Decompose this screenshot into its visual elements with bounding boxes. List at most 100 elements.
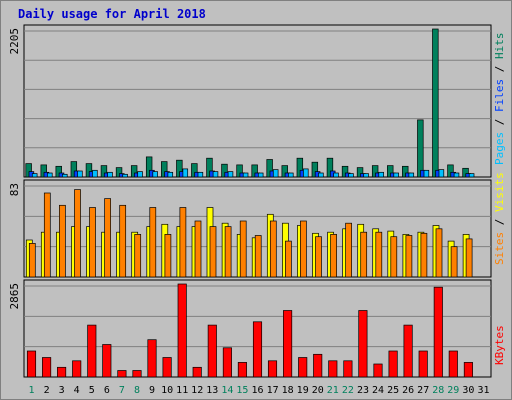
bar-pages-23 <box>363 173 369 178</box>
day-label-7: 7 <box>119 385 125 396</box>
bar-pages-29 <box>453 172 460 178</box>
bar-sites-24 <box>375 231 383 278</box>
bar-sites-11 <box>179 207 187 278</box>
legend-word: KBytes <box>493 325 506 365</box>
bar-sites-4 <box>74 189 81 278</box>
day-label-27: 27 <box>417 385 429 396</box>
bar-kbytes-20 <box>313 353 323 378</box>
legend-kbytes: KBytes <box>493 325 506 365</box>
bar-hits-7 <box>115 167 123 178</box>
bar-sites-23 <box>360 231 368 278</box>
bar-kbytes-9 <box>147 339 157 378</box>
y-max-label: 83 <box>8 183 21 196</box>
bar-sites-21 <box>330 234 337 278</box>
legend-word: / <box>493 59 506 79</box>
bar-pages-22 <box>348 173 354 178</box>
legend-visits-sites: Sites / Visits <box>493 172 506 265</box>
day-label-22: 22 <box>342 385 354 396</box>
bar-pages-19 <box>303 168 309 178</box>
bar-kbytes-21 <box>328 360 338 378</box>
bar-sites-8 <box>134 234 142 278</box>
day-label-9: 9 <box>149 385 155 396</box>
bar-pages-11 <box>182 168 189 178</box>
day-label-13: 13 <box>206 385 218 396</box>
bar-sites-6 <box>104 198 111 278</box>
bar-sites-5 <box>89 207 96 278</box>
bar-kbytes-17 <box>267 360 278 378</box>
day-label-26: 26 <box>402 385 414 396</box>
bar-kbytes-11 <box>177 283 187 378</box>
bar-kbytes-24 <box>373 363 383 378</box>
legend-word: Pages <box>493 132 506 165</box>
bar-pages-26 <box>408 172 415 178</box>
bar-hits-6 <box>100 165 108 178</box>
bar-pages-24 <box>378 171 384 178</box>
bar-kbytes-29 <box>448 350 458 378</box>
bar-sites-15 <box>239 220 247 278</box>
bar-kbytes-1 <box>26 350 37 378</box>
day-label-17: 17 <box>267 385 279 396</box>
bar-kbytes-8 <box>132 370 142 378</box>
bar-pages-14 <box>227 171 234 178</box>
legend-word: Sites <box>493 232 506 265</box>
day-label-5: 5 <box>89 385 95 396</box>
day-label-20: 20 <box>312 385 324 396</box>
bar-sites-20 <box>315 236 322 278</box>
bar-pages-8 <box>137 171 143 178</box>
bar-pages-4 <box>77 170 83 178</box>
panel-visits-sites: 83 <box>8 179 492 278</box>
bar-pages-17 <box>272 169 279 178</box>
bar-sites-16 <box>254 235 262 278</box>
bar-kbytes-30 <box>463 362 473 378</box>
bar-kbytes-26 <box>403 324 413 378</box>
bar-pages-18 <box>288 172 294 178</box>
bar-pages-28 <box>438 169 445 178</box>
day-label-4: 4 <box>74 385 80 396</box>
day-label-15: 15 <box>236 385 248 396</box>
day-label-3: 3 <box>59 385 65 396</box>
y-max-label: 2865 <box>8 283 21 310</box>
legend-word: Hits <box>493 33 506 60</box>
bar-pages-16 <box>257 172 264 178</box>
day-label-23: 23 <box>357 385 369 396</box>
bar-kbytes-13 <box>207 324 217 378</box>
panel-plot-area <box>23 24 492 178</box>
bar-pages-13 <box>212 171 219 178</box>
day-label-19: 19 <box>297 385 309 396</box>
bar-pages-20 <box>318 172 324 178</box>
bar-sites-7 <box>119 204 127 278</box>
bar-kbytes-28 <box>433 286 443 378</box>
bar-sites-19 <box>300 220 307 278</box>
bar-pages-25 <box>393 172 399 178</box>
bar-kbytes-15 <box>237 362 247 378</box>
day-label-2: 2 <box>44 385 50 396</box>
bar-kbytes-25 <box>388 350 398 378</box>
day-label-28: 28 <box>432 385 444 396</box>
bar-sites-17 <box>269 220 277 278</box>
day-label-18: 18 <box>282 385 294 396</box>
panel-hits-files-pages: 2205 <box>8 24 492 178</box>
legend-word: Files <box>493 79 506 112</box>
day-label-14: 14 <box>221 385 233 396</box>
bar-kbytes-10 <box>162 357 172 378</box>
bar-kbytes-18 <box>283 310 293 378</box>
bar-pages-5 <box>92 169 98 178</box>
bar-kbytes-3 <box>57 366 67 378</box>
bar-pages-21 <box>333 172 339 178</box>
bar-kbytes-23 <box>358 310 368 378</box>
day-label-30: 30 <box>462 385 474 396</box>
bar-kbytes-2 <box>42 357 52 378</box>
bar-kbytes-4 <box>72 360 82 378</box>
legend-word: Visits <box>493 172 506 212</box>
bar-hits-27 <box>417 119 424 178</box>
day-label-21: 21 <box>327 385 339 396</box>
bar-sites-9 <box>149 207 157 278</box>
bar-pages-3 <box>62 173 68 178</box>
bar-pages-27 <box>423 169 430 178</box>
day-label-10: 10 <box>161 385 173 396</box>
bar-kbytes-7 <box>117 370 127 378</box>
bar-kbytes-27 <box>418 350 428 378</box>
bar-sites-27 <box>420 232 428 278</box>
bar-sites-25 <box>390 236 398 278</box>
